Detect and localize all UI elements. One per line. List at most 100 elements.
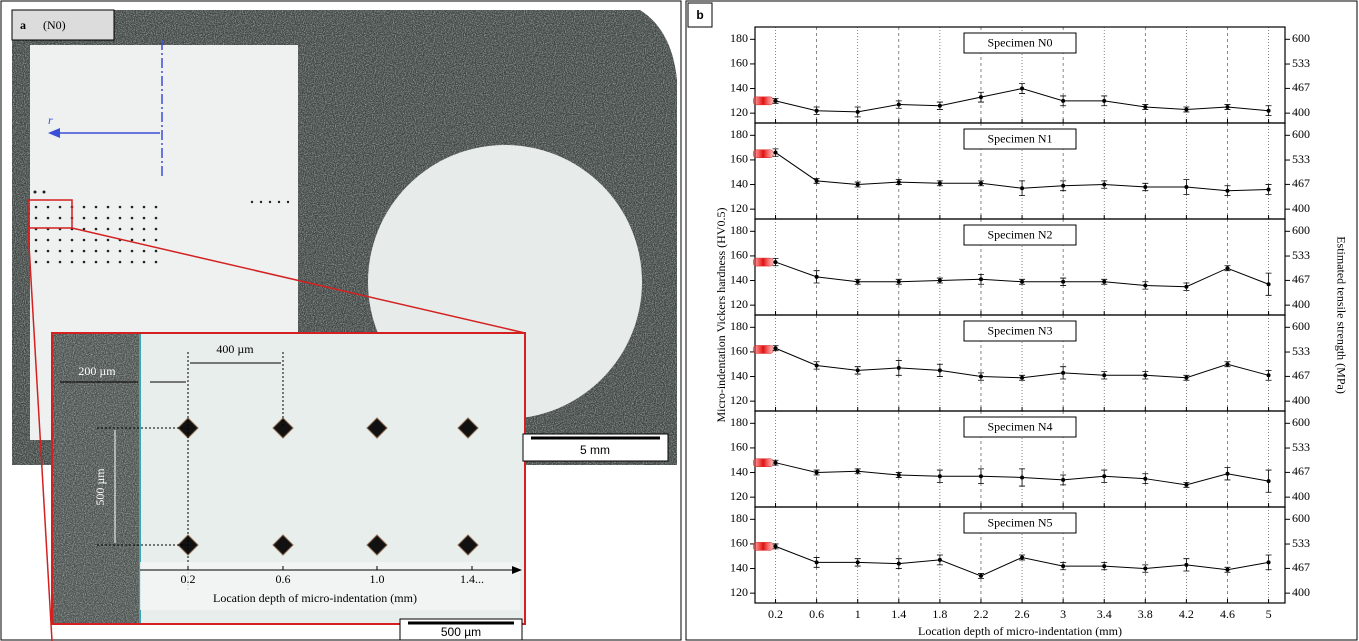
y-tick-label: 120	[730, 297, 748, 311]
data-point	[1143, 476, 1148, 481]
data-point	[1225, 266, 1230, 271]
indent-dot	[106, 260, 110, 264]
title-box	[963, 512, 1077, 534]
x-tick-label: 1.4	[891, 607, 906, 621]
indent-dot	[82, 238, 86, 242]
x-tick-label: 1	[855, 607, 861, 621]
data-point	[814, 560, 819, 565]
x-tick-label: 5	[1266, 607, 1272, 621]
indent-dot	[46, 205, 50, 209]
indent-dot	[130, 205, 134, 209]
y2-tick-label: 533	[1292, 248, 1310, 262]
data-point	[1184, 284, 1189, 289]
indent-dot	[34, 216, 38, 220]
data-point	[1061, 279, 1066, 284]
data-point	[978, 474, 983, 479]
indent-dot	[154, 205, 158, 209]
y-tick-label: 160	[730, 152, 748, 166]
data-point	[1020, 279, 1025, 284]
data-point	[855, 560, 860, 565]
data-point	[1102, 279, 1107, 284]
data-point	[1225, 362, 1230, 367]
y2-tick-label: 467	[1292, 368, 1310, 382]
data-point	[978, 181, 983, 186]
data-point	[937, 278, 942, 283]
panel-label-box	[11, 9, 115, 41]
y2-tick-label: 600	[1292, 223, 1310, 237]
y-tick-label: 140	[730, 560, 748, 574]
y-tick-label: 140	[730, 80, 748, 94]
chart-title: Specimen N2	[988, 227, 1053, 241]
indent	[457, 417, 479, 439]
indent-dot	[58, 260, 62, 264]
indent-dot	[106, 216, 110, 220]
indent-dot	[154, 216, 158, 220]
data-point	[855, 469, 860, 474]
indent-dot	[106, 205, 110, 209]
data-point	[1266, 282, 1271, 287]
data-point	[1102, 474, 1107, 479]
indent-dot	[106, 249, 110, 253]
data-point	[1020, 186, 1025, 191]
indent-dot	[130, 238, 134, 242]
data-point	[896, 279, 901, 284]
y-tick-label: 160	[730, 536, 748, 550]
y-tick-label: 140	[730, 464, 748, 478]
data-point	[978, 573, 983, 578]
indent-dot	[154, 227, 158, 231]
title-box	[963, 416, 1077, 438]
data-point	[1266, 373, 1271, 378]
data-point	[1184, 375, 1189, 380]
inset-tick-label: 1.0	[370, 572, 385, 586]
y2-axis-label: Estimated tensile strength (MPa)	[1334, 236, 1348, 394]
indent-dot	[130, 260, 134, 264]
panel-label: b	[696, 8, 703, 22]
indent	[272, 534, 294, 556]
data-point	[855, 109, 860, 114]
indent	[366, 417, 388, 439]
label-bg	[205, 343, 265, 357]
data-point	[1061, 98, 1066, 103]
indent-dot	[154, 260, 158, 264]
data-point	[896, 473, 901, 477]
y2-tick-label: 600	[1292, 319, 1310, 333]
title-box	[963, 32, 1077, 54]
y2-tick-label: 467	[1292, 464, 1310, 478]
dimension-label: 400 µm	[216, 342, 254, 356]
data-point	[896, 102, 901, 107]
y2-tick-label: 467	[1292, 560, 1310, 574]
data-point	[1143, 283, 1148, 288]
y-tick-label: 120	[730, 393, 748, 407]
data-point	[814, 178, 819, 183]
inset-axis-label: Location depth of micro-indentation (mm)	[213, 591, 417, 605]
indent-dot	[130, 216, 134, 220]
y2-tick-label: 400	[1292, 393, 1310, 407]
indent-dot	[33, 190, 37, 194]
x-tick-label: 4.6	[1220, 607, 1235, 621]
data-point	[937, 103, 942, 108]
data-point	[1225, 567, 1230, 572]
indent-dot	[130, 227, 134, 231]
scale-bar-label: 500 µm	[441, 625, 481, 639]
edge-marker	[752, 345, 774, 354]
indent-dot	[94, 249, 98, 253]
y2-tick-label: 600	[1292, 127, 1310, 141]
data-point	[1020, 375, 1025, 380]
indent-dot	[82, 227, 86, 231]
x-tick-label: 1.8	[932, 607, 947, 621]
indent-dot	[42, 190, 46, 194]
data-point	[937, 368, 942, 373]
scale-bar-label: 5 mm	[580, 443, 610, 457]
panel-a: r⃗ 400 µm 200 µm 500 µm 0.2 0.6 1.0 1.4... …	[0, 0, 682, 641]
y2-tick-label: 400	[1292, 297, 1310, 311]
indent-dot	[259, 200, 263, 204]
data-point	[1102, 373, 1107, 378]
data-point	[1143, 373, 1148, 378]
data-point	[814, 363, 819, 368]
y-tick-label: 180	[730, 511, 748, 525]
y-tick-label: 160	[730, 248, 748, 262]
data-point	[1143, 105, 1148, 109]
indent-grid	[33, 190, 290, 264]
y-tick-label: 120	[730, 201, 748, 215]
